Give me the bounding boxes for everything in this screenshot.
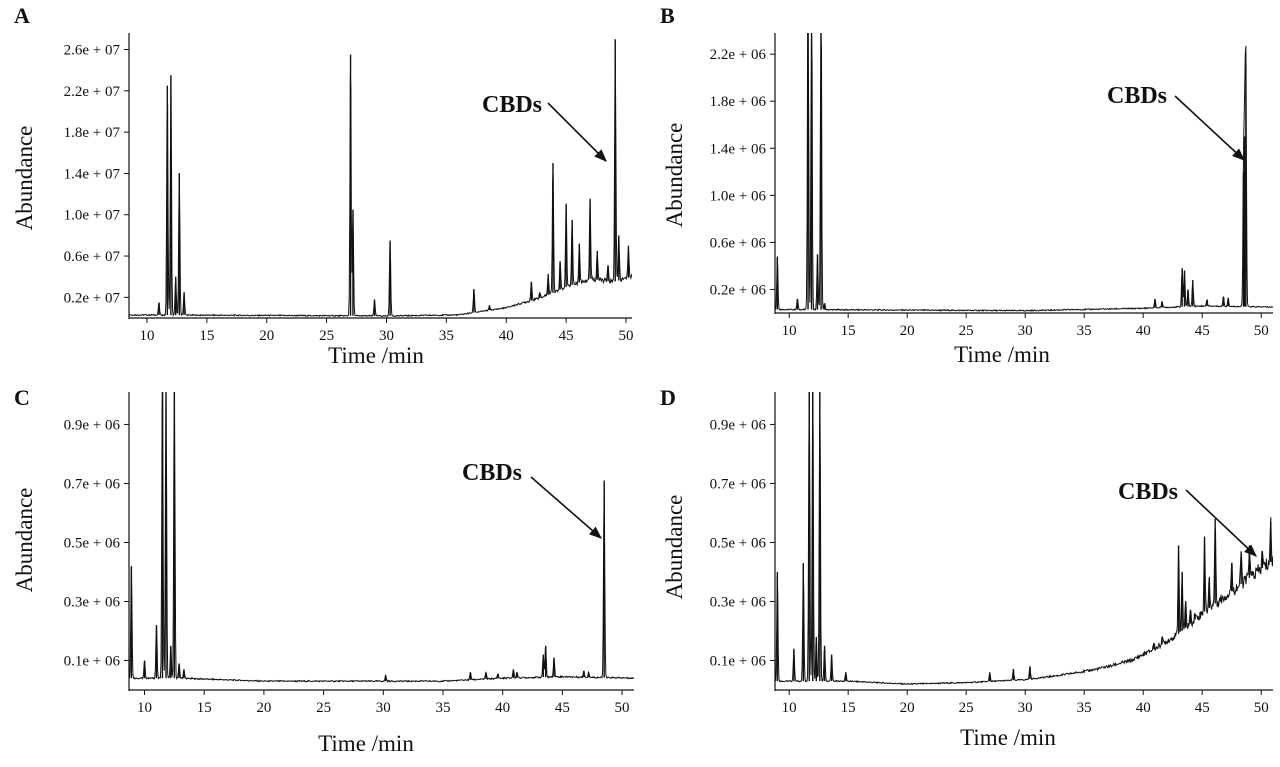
x-tick-label: 40 (1136, 700, 1151, 716)
x-tick-label: 20 (259, 328, 274, 344)
x-tick-label: 50 (619, 328, 634, 344)
x-axis-label: Time /min (328, 343, 424, 368)
x-axis-label: Time /min (954, 342, 1050, 367)
x-tick-label: 25 (316, 700, 331, 716)
cbds-arrow (1185, 489, 1257, 557)
x-tick-label: 45 (555, 700, 570, 716)
x-tick-label: 10 (137, 700, 152, 716)
panel-label: A (14, 3, 30, 28)
y-tick-label: 0.2e + 06 (710, 282, 767, 298)
chart-panel-a: A 10 15 20 25 30 35 40 45 50 0.2e + 07 0.6e + 07 1.0… (12, 3, 634, 368)
y-tick-label: 0.5e + 06 (64, 535, 121, 551)
x-tick-label: 30 (1018, 323, 1033, 339)
x-tick-label: 40 (499, 328, 514, 344)
y-axis-label: Abundance (12, 126, 37, 231)
y-tick-label: 1.8e + 06 (710, 94, 767, 110)
x-tick-label: 50 (1254, 700, 1269, 716)
x-tick-label: 30 (376, 700, 391, 716)
y-axis-label: Abundance (662, 495, 687, 600)
y-axis-label: Abundance (12, 488, 37, 593)
y-tick-label: 0.9e + 06 (710, 417, 767, 433)
y-tick-label: 0.3e + 06 (710, 594, 767, 610)
x-tick-label: 20 (900, 700, 915, 716)
y-tick-label: 0.7e + 06 (64, 476, 121, 492)
x-tick-label: 15 (841, 323, 856, 339)
y-tick-label: 1.8e + 07 (64, 125, 121, 141)
chart-panel-d: D 10 15 20 25 30 35 40 45 50 0.1e + 06 0.3e + 06 0.5… (660, 385, 1273, 750)
y-tick-label: 0.1e + 06 (710, 653, 767, 669)
panel-label: D (660, 385, 676, 410)
y-axis-label: Abundance (662, 123, 687, 228)
cbds-annotation: CBDs (1118, 479, 1178, 505)
y-tick-label: 1.4e + 06 (710, 141, 767, 157)
cbds-annotation: CBDs (462, 460, 522, 486)
x-tick-label: 35 (439, 328, 454, 344)
y-tick-label: 1.0e + 07 (64, 208, 121, 224)
chromatogram-trace (129, 40, 632, 318)
x-tick-label: 20 (900, 323, 915, 339)
panel-label: C (14, 385, 30, 410)
x-axis-label: Time /min (318, 731, 414, 756)
y-tick-label: 1.4e + 07 (64, 166, 121, 182)
x-tick-label: 40 (495, 700, 510, 716)
y-tick-label: 0.9e + 06 (64, 417, 121, 433)
x-tick-label: 45 (1195, 700, 1210, 716)
y-tick-label: 0.6e + 06 (710, 235, 767, 251)
x-tick-label: 25 (959, 323, 974, 339)
x-tick-label: 15 (199, 328, 214, 344)
x-tick-label: 25 (319, 328, 334, 344)
y-tick-label: 0.6e + 07 (64, 249, 121, 265)
cbds-arrow (530, 476, 602, 539)
cbds-annotation: CBDs (482, 92, 542, 118)
y-tick-label: 0.2e + 07 (64, 290, 121, 306)
x-tick-label: 25 (959, 700, 974, 716)
y-tick-label: 2.2e + 07 (64, 84, 121, 100)
x-tick-label: 20 (256, 700, 271, 716)
panel-label: B (660, 3, 675, 28)
x-tick-label: 30 (1018, 700, 1033, 716)
y-tick-label: 1.0e + 06 (710, 188, 767, 204)
x-tick-label: 10 (139, 328, 154, 344)
x-tick-label: 50 (1254, 323, 1269, 339)
x-tick-label: 35 (1077, 323, 1092, 339)
y-tick-label: 2.2e + 06 (710, 47, 767, 63)
chart-panel-c: C 10 15 20 25 30 35 40 45 50 0.1e + 06 0.3e + 06 0.5… (12, 385, 634, 756)
y-tick-label: 0.5e + 06 (710, 535, 767, 551)
x-tick-label: 45 (1195, 323, 1210, 339)
cbds-arrow (1174, 95, 1245, 161)
y-tick-label: 0.1e + 06 (64, 653, 121, 669)
x-tick-label: 30 (379, 328, 394, 344)
x-tick-label: 15 (197, 700, 212, 716)
x-tick-label: 15 (841, 700, 856, 716)
x-tick-label: 10 (782, 323, 797, 339)
x-tick-label: 45 (559, 328, 574, 344)
y-tick-label: 0.7e + 06 (710, 476, 767, 492)
x-tick-label: 40 (1136, 323, 1151, 339)
y-tick-label: 2.6e + 07 (64, 43, 121, 59)
chart-panel-b: B 10 15 20 25 30 35 40 45 50 0.2e + 06 0.6e + 06 1.0… (660, 3, 1273, 367)
x-tick-label: 50 (615, 700, 630, 716)
x-tick-label: 35 (1077, 700, 1092, 716)
cbds-annotation: CBDs (1107, 83, 1167, 109)
chromatogram-trace (129, 392, 634, 683)
x-tick-label: 35 (435, 700, 450, 716)
chromatogram-trace (775, 33, 1273, 313)
chromatogram-trace (775, 392, 1273, 686)
y-tick-label: 0.3e + 06 (64, 594, 121, 610)
cbds-arrow (547, 102, 607, 162)
x-tick-label: 10 (782, 700, 797, 716)
x-axis-label: Time /min (960, 725, 1056, 750)
